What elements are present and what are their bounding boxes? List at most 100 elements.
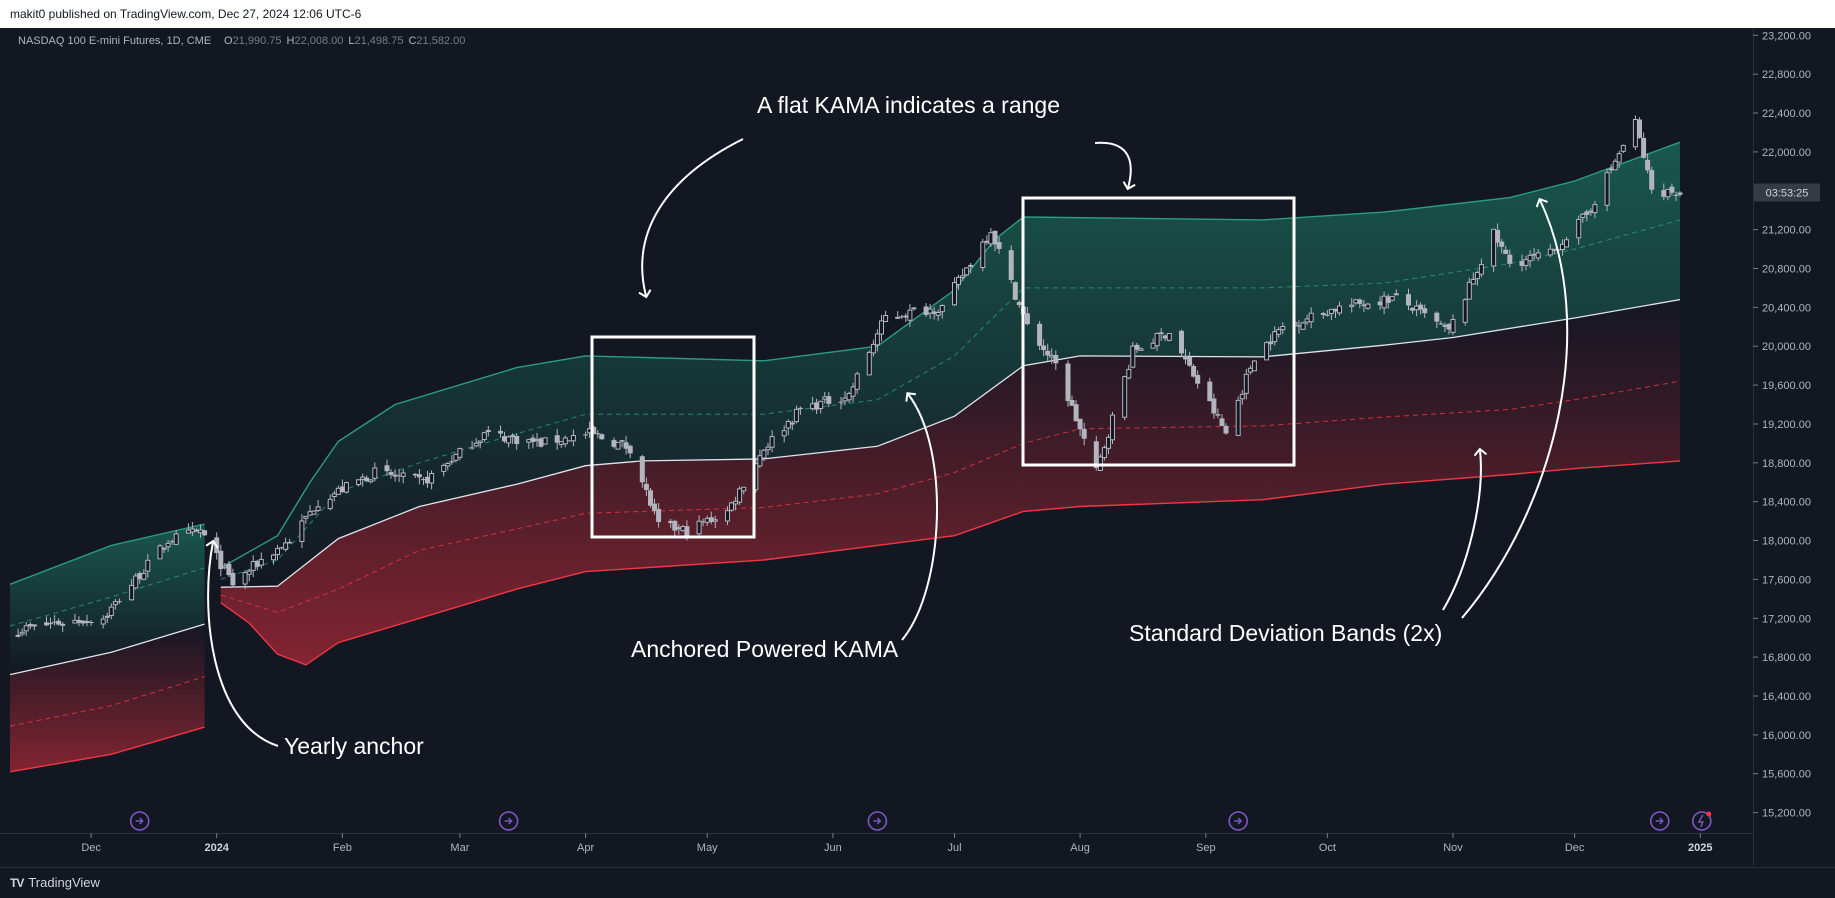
candle (931, 306, 937, 320)
candle-body-down (797, 407, 803, 409)
candle (1450, 314, 1456, 336)
candle (1466, 277, 1472, 300)
candle (258, 552, 264, 569)
candle-body-up (927, 308, 933, 314)
candle (935, 309, 941, 321)
candle (19, 628, 25, 637)
candle-body-up (441, 464, 447, 472)
event-icon[interactable] (867, 811, 888, 831)
candle-body-up (793, 408, 799, 423)
candle-body-down (27, 624, 33, 627)
candle-body-up (534, 439, 540, 442)
candle (1462, 298, 1468, 326)
candle (846, 391, 852, 404)
candle (1110, 411, 1115, 444)
event-icon[interactable] (498, 811, 519, 831)
candle-body-up (785, 421, 791, 429)
candle-body-up (445, 463, 451, 467)
candle (599, 433, 605, 440)
arrow-flat-kama-right (1094, 141, 1136, 191)
candle (412, 473, 418, 478)
candle (1158, 328, 1164, 341)
candle-body-up (810, 403, 816, 410)
candle-body-up (360, 476, 366, 480)
candle (1195, 370, 1201, 389)
candle-body-down (672, 520, 678, 531)
candle-body-up (907, 309, 913, 321)
candle-body-up (984, 240, 990, 243)
candle (1422, 304, 1428, 318)
x-tick-label: Aug (1070, 842, 1090, 854)
candle (141, 569, 147, 581)
candle-body-down (48, 622, 53, 625)
candle-body-up (250, 561, 256, 571)
candle-body-up (1280, 326, 1286, 331)
candle (643, 477, 649, 496)
upper-mid-line-segment2 (220, 219, 1681, 580)
alert-dot-icon (1706, 811, 1712, 817)
published-header: makit0 published on TradingView.com, Dec… (0, 0, 1835, 29)
time-axis[interactable]: Dec 2024 Feb Mar Apr May Jun Jul Aug Sep Oct Nov Dec… (0, 833, 1753, 854)
candle (275, 544, 280, 561)
candle (729, 501, 734, 512)
candle-body-down (214, 537, 220, 554)
candle-body-up (1365, 303, 1371, 309)
candle (23, 621, 29, 636)
event-icon[interactable] (129, 811, 150, 831)
candle-body-up (1150, 342, 1156, 349)
candle (781, 425, 787, 443)
candle-body-down (623, 442, 629, 449)
x-tick-label: Nov (1443, 842, 1463, 854)
candle-body-up (939, 305, 945, 313)
candle-body-up (112, 601, 118, 606)
candle (1495, 223, 1501, 248)
price-axis[interactable]: 23,200.00 22,800.00 22,400.00 22,000.00 21,2… (1753, 28, 1811, 866)
alert-icon[interactable] (1692, 811, 1712, 831)
ohlc-high-value: 22,008.00 (294, 35, 343, 47)
candle (879, 314, 884, 342)
candle-body-down (1045, 350, 1051, 356)
y-tick-label: 20,400.00 (1762, 302, 1811, 314)
candle-body-down (1012, 282, 1018, 300)
candle-body-up (879, 320, 884, 335)
candle (1519, 254, 1525, 272)
candle (283, 537, 289, 552)
kama-line-segment2 (220, 298, 1681, 588)
candle (1474, 270, 1480, 286)
candle-body-down (1158, 332, 1164, 334)
candle-body-up (1592, 204, 1598, 214)
candle-body-up (481, 432, 487, 441)
candle-body-down (1065, 363, 1071, 402)
lower-band-fill-segment2 (220, 299, 1680, 665)
candle-body-down (838, 401, 844, 403)
candle (15, 628, 21, 638)
event-icon[interactable] (1650, 811, 1670, 831)
candle (1620, 144, 1626, 153)
candle-body-up (761, 449, 767, 459)
candle-body-down (595, 433, 601, 435)
candle-body-up (1535, 252, 1541, 259)
candle-body-down (169, 541, 175, 543)
candle-body-up (104, 615, 110, 618)
candle (583, 431, 589, 439)
event-icon[interactable] (1228, 811, 1248, 831)
candle-body-down (1187, 356, 1193, 366)
candle-body-up (1527, 254, 1533, 262)
candle (1637, 117, 1642, 139)
candle (1268, 334, 1274, 351)
candle (793, 405, 799, 424)
candle (566, 440, 572, 442)
candle-body-up (189, 528, 195, 533)
candle (1406, 288, 1411, 311)
candle (1073, 400, 1079, 422)
candle (992, 230, 998, 251)
tradingview-brand[interactable]: TV TradingView (10, 875, 100, 890)
candle (1527, 250, 1533, 268)
candle (1641, 132, 1647, 159)
candle (27, 622, 33, 630)
ohlc-open-label: O (224, 35, 233, 47)
candle (1296, 320, 1302, 334)
candle-body-down (1418, 304, 1424, 310)
candle-body-down (226, 563, 232, 576)
price-chart[interactable]: A flat KAMA indicates a range Anchored P… (0, 28, 1835, 866)
